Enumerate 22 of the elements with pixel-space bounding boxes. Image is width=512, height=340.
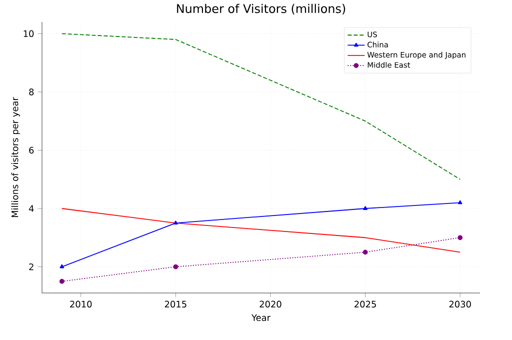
chart-title: Number of Visitors (millions): [177, 4, 346, 15]
point: [458, 200, 462, 204]
point: [363, 206, 368, 210]
y-tick-label: 2: [29, 263, 34, 270]
y-tick-label: 6: [29, 146, 34, 154]
y-tick-label: 8: [29, 88, 34, 96]
point: [174, 220, 178, 225]
x-tick-label: 2030: [449, 300, 471, 308]
x-tick-label: 2020: [260, 300, 282, 308]
point: [458, 235, 463, 240]
y-tick-label: 4: [28, 205, 34, 212]
line-series: [61, 208, 461, 253]
point: [173, 264, 178, 270]
y-axis-title: Millions of visitors per year: [11, 97, 20, 218]
point: [362, 250, 368, 255]
x-tick-label: 2025: [354, 300, 376, 308]
x-tick-label: 2015: [164, 300, 186, 308]
x-tick-label: 2010: [70, 300, 92, 308]
x-axis-title: Year: [251, 314, 271, 322]
point: [60, 264, 64, 268]
y-tick-label: 10: [24, 30, 34, 38]
point: [59, 278, 64, 284]
